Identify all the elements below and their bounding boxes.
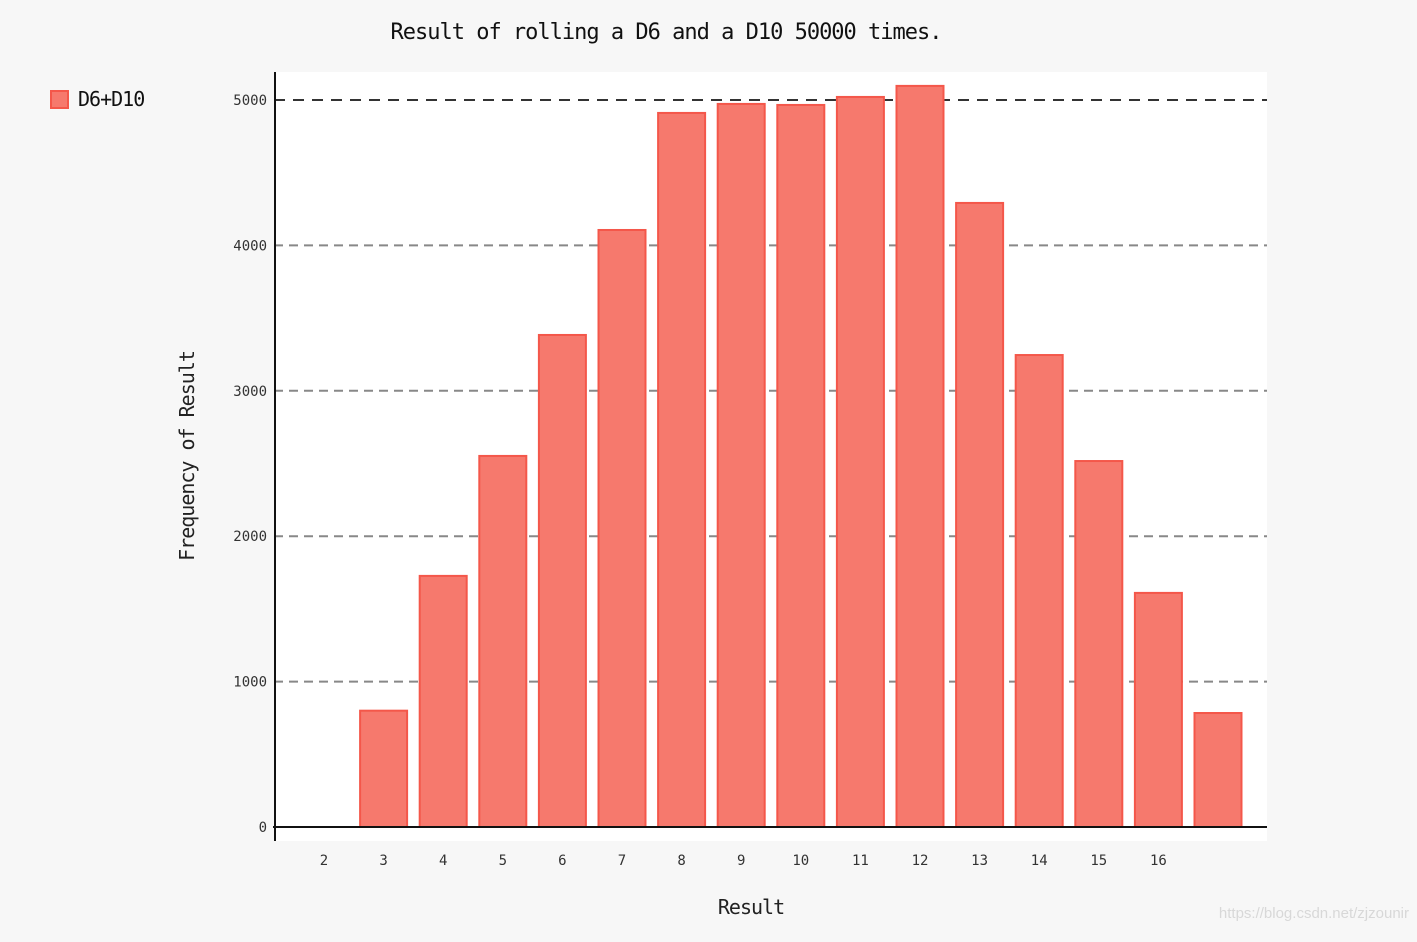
x-tick-label: 7 xyxy=(618,853,626,869)
legend-item-d6d10[interactable]: D6+D10 xyxy=(50,87,145,111)
y-tick-label: 3000 xyxy=(233,384,267,400)
bar-result-12[interactable] xyxy=(955,201,1005,829)
x-tick-label: 11 xyxy=(852,853,869,869)
bar-result-10[interactable] xyxy=(835,95,885,829)
bar-result-8[interactable] xyxy=(716,102,766,829)
bar-result-14[interactable] xyxy=(1074,460,1124,828)
x-tick-label: 13 xyxy=(971,853,988,869)
legend-swatch xyxy=(50,89,69,109)
bar-result-13[interactable] xyxy=(1014,354,1064,828)
bar-result-2[interactable] xyxy=(359,709,409,828)
bar-result-9[interactable] xyxy=(776,103,826,828)
x-tick-label: 4 xyxy=(439,853,447,869)
x-tick-label: 2 xyxy=(320,853,328,869)
x-tick-label: 9 xyxy=(737,853,745,869)
bar-result-3[interactable] xyxy=(418,574,468,829)
bar-result-16[interactable] xyxy=(1193,712,1243,829)
y-tick-label: 2000 xyxy=(233,529,267,545)
chart-title: Result of rolling a D6 and a D10 50000 t… xyxy=(390,20,942,45)
watermark: https://blog.csdn.net/zjzounir xyxy=(1218,905,1409,922)
y-tick-label: 4000 xyxy=(233,238,267,254)
legend-label: D6+D10 xyxy=(78,87,145,111)
bar-result-5[interactable] xyxy=(537,333,587,828)
bar-result-6[interactable] xyxy=(597,228,647,828)
bar-result-4[interactable] xyxy=(478,454,528,828)
x-tick-label: 16 xyxy=(1150,853,1167,869)
x-axis-title: Result xyxy=(717,895,785,919)
x-tick-label: 3 xyxy=(379,853,387,869)
x-tick-label: 8 xyxy=(677,853,685,869)
x-tick-label: 10 xyxy=(792,853,809,869)
bar-result-15[interactable] xyxy=(1133,591,1183,828)
bar-result-7[interactable] xyxy=(657,111,707,828)
x-tick-label: 5 xyxy=(499,853,507,869)
x-tick-label: 14 xyxy=(1031,853,1048,869)
x-tick-label: 12 xyxy=(912,853,929,869)
x-tick-label: 6 xyxy=(558,853,566,869)
y-tick-label: 5000 xyxy=(233,93,267,109)
x-tick-label: 15 xyxy=(1090,853,1107,869)
y-tick-label: 1000 xyxy=(233,675,267,691)
y-tick-label: 0 xyxy=(259,820,267,836)
bar-result-11[interactable] xyxy=(895,84,945,829)
